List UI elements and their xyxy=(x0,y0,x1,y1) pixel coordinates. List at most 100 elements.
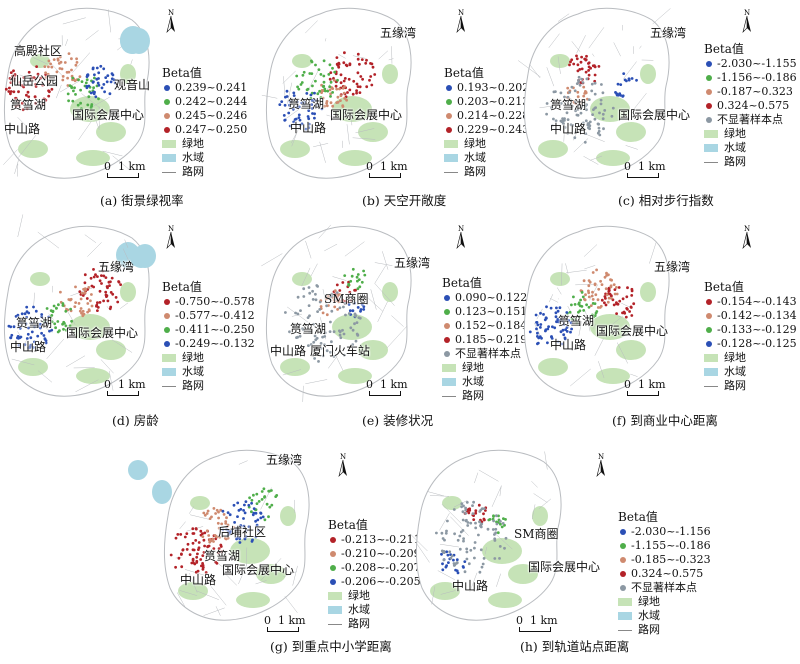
sample-point xyxy=(571,124,575,127)
legend-item: 0.203~0.213 xyxy=(444,95,529,109)
map-legend: Beta值 0.090~0.122 0.123~0.151 0.152~0.184 0.… xyxy=(442,276,527,403)
legend-label: 水域 xyxy=(724,141,746,154)
road-line xyxy=(19,74,43,84)
road-line xyxy=(563,122,565,142)
sample-point xyxy=(460,505,463,509)
sample-point xyxy=(323,335,327,338)
sample-point xyxy=(360,280,364,284)
green-space xyxy=(76,368,110,384)
sample-point xyxy=(77,302,81,305)
sample-point xyxy=(219,508,223,512)
sample-point xyxy=(471,504,474,507)
sample-point xyxy=(442,551,446,554)
sample-point xyxy=(578,68,582,71)
sample-point xyxy=(80,311,83,315)
legend-title: Beta值 xyxy=(618,510,658,524)
sample-point xyxy=(20,101,24,105)
sample-point xyxy=(313,116,316,120)
sample-point xyxy=(497,514,500,518)
water-body xyxy=(128,460,148,480)
sample-point xyxy=(623,311,627,315)
sample-point xyxy=(630,287,634,291)
road-line xyxy=(549,298,559,303)
sample-point xyxy=(102,67,106,71)
sample-point xyxy=(294,311,297,315)
sample-point xyxy=(482,517,486,521)
legend-item-green: 绿地 xyxy=(704,351,797,365)
sample-point xyxy=(554,311,558,315)
sample-point xyxy=(498,557,501,560)
sample-point xyxy=(495,522,499,526)
sample-point xyxy=(14,105,18,108)
sample-point xyxy=(92,86,95,90)
road-line xyxy=(613,42,621,57)
sample-point xyxy=(359,75,363,78)
sample-point xyxy=(579,111,583,115)
green-space xyxy=(256,564,286,584)
place-label: 中山路 xyxy=(10,340,47,354)
sample-point xyxy=(579,102,582,105)
sample-point xyxy=(610,114,614,118)
road-line xyxy=(210,586,227,606)
sample-point xyxy=(310,107,314,110)
sample-point xyxy=(356,71,360,75)
green-space xyxy=(596,368,630,384)
sample-point xyxy=(566,118,570,121)
legend-dot-icon xyxy=(446,127,452,133)
green-space xyxy=(382,64,398,84)
sample-point xyxy=(315,336,319,340)
sample-point xyxy=(292,91,296,95)
green-space xyxy=(430,582,460,600)
sample-point xyxy=(90,103,94,106)
road-line xyxy=(469,572,478,593)
sample-point xyxy=(7,86,11,90)
legend-item: -0.185~-0.323 xyxy=(618,553,711,567)
sample-point xyxy=(70,57,73,61)
sample-point xyxy=(441,562,444,566)
sample-point xyxy=(284,311,287,314)
place-label: 国际会展中心 xyxy=(66,326,139,340)
sample-point xyxy=(353,322,356,326)
sample-point xyxy=(604,287,608,291)
legend-label: 绿地 xyxy=(182,351,204,364)
sample-point xyxy=(217,516,220,520)
legend-label: -1.156~-0.186 xyxy=(717,71,797,84)
sample-point xyxy=(307,109,311,112)
green-space xyxy=(538,140,568,158)
sample-point xyxy=(67,52,71,55)
sample-point xyxy=(318,300,322,304)
sample-point xyxy=(338,306,342,310)
sample-point xyxy=(325,104,329,108)
sample-point xyxy=(52,304,56,308)
road-line xyxy=(223,571,237,586)
sample-point xyxy=(283,118,287,122)
scale-label: 0 1 km xyxy=(104,378,146,391)
legend-label: 水域 xyxy=(182,151,204,164)
road-line xyxy=(283,571,297,578)
sample-point xyxy=(580,99,584,103)
sample-point xyxy=(465,557,469,561)
sample-point xyxy=(297,87,301,91)
road-line xyxy=(241,535,246,543)
sample-point xyxy=(445,550,449,554)
sample-point xyxy=(50,87,54,91)
sample-point xyxy=(225,525,229,529)
sample-point xyxy=(348,309,352,313)
sample-point xyxy=(550,106,553,110)
sample-point xyxy=(360,302,364,306)
sample-point xyxy=(608,292,612,296)
road-line xyxy=(352,55,367,59)
sample-point xyxy=(116,300,120,304)
sample-point xyxy=(582,279,586,283)
legend-dot-icon xyxy=(164,299,170,305)
sample-point xyxy=(256,518,260,522)
sample-point xyxy=(14,96,18,100)
sample-point xyxy=(314,63,317,67)
sample-point xyxy=(566,131,570,135)
sample-point xyxy=(275,494,279,497)
sample-point xyxy=(547,325,550,328)
sample-point xyxy=(254,519,257,523)
sample-point xyxy=(321,354,325,358)
sample-point xyxy=(86,103,90,107)
sample-point xyxy=(169,553,173,557)
